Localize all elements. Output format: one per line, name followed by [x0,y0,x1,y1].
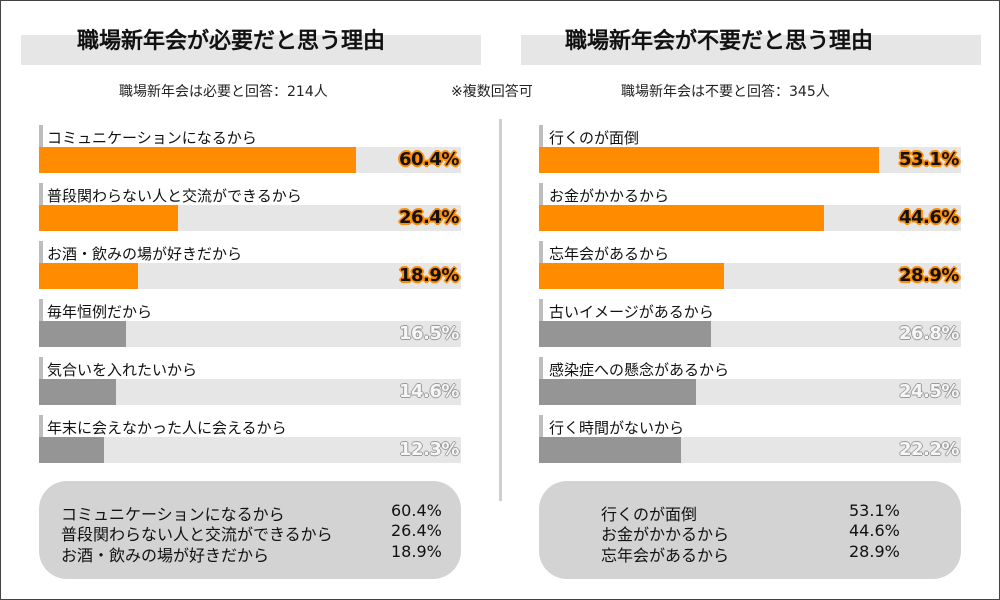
row-marker [39,241,43,263]
left-summary-label: コミュニケーションになるから [61,505,285,524]
bar-value-label: 26.8% [899,323,959,344]
bar-category-label: お金がかかるから [549,187,670,205]
left-summary-value: 60.4% [391,501,442,520]
bar [539,205,824,231]
bar-value-label: 28.9% [899,265,959,286]
bar-value-label: 22.2% [899,439,959,460]
bar-category-label: 年末に会えなかった人に会えるから [47,419,287,437]
bar-category-label: 行く時間がないから [549,419,685,437]
right-chart-title: 職場新年会が不要だと思う理由 [565,29,874,54]
left-summary-label: お酒・飲みの場が好きだから [61,546,270,565]
right-summary-label: 行くのが面倒 [601,505,698,524]
right-summary-value: 44.6% [849,521,900,540]
bar [539,379,696,405]
right-summary-label: お金がかかるから [601,525,730,544]
bar-value-label: 18.9% [399,265,459,286]
bar-category-label: 感染症への懸念があるから [549,361,730,379]
center-divider [499,119,502,501]
right-summary-value: 28.9% [849,542,900,561]
bar-value-label: 12.3% [399,439,459,460]
bar-track [39,437,461,463]
row-marker [539,415,543,437]
left-respondent-count: 職場新年会は必要と回答：214人 [119,84,328,100]
left-summary-box: コミュニケーションになるから 60.4% 普段関わらない人と交流ができるから 2… [39,481,461,579]
bar [39,379,116,405]
bar [539,263,724,289]
right-summary-box: 行くのが面倒 53.1% お金がかかるから 44.6% 忘年会があるから 28.… [539,481,961,579]
bar-category-label: 毎年恒例だから [47,303,153,321]
bar [539,147,879,173]
bar-value-label: 16.5% [399,323,459,344]
row-marker [39,183,43,205]
row-marker [539,183,543,205]
row-marker [39,415,43,437]
row-marker [539,299,543,321]
row-marker [39,357,43,379]
bar-value-label: 24.5% [899,381,959,402]
row-marker [39,299,43,321]
bar-category-label: 忘年会があるから [549,245,670,263]
bar-category-label: 普段関わらない人と交流ができるから [47,187,302,205]
bar-category-label: 行くのが面倒 [549,129,640,147]
bar-category-label: コミュニケーションになるから [47,129,257,147]
bar [539,437,681,463]
left-summary-value: 18.9% [391,542,442,561]
bar [39,263,138,289]
bar [39,205,178,231]
right-summary-label: 忘年会があるから [601,546,730,565]
bar [39,147,356,173]
bar-category-label: 古いイメージがあるから [549,303,714,321]
bar-value-label: 44.6% [899,207,959,228]
bar-value-label: 26.4% [399,207,459,228]
row-marker [539,125,543,147]
left-summary-value: 26.4% [391,521,442,540]
bar [539,321,711,347]
bar-value-label: 14.6% [399,381,459,402]
right-respondent-count: 職場新年会は不要と回答：345人 [621,84,830,100]
row-marker [39,125,43,147]
left-summary-label: 普段関わらない人と交流ができるから [61,525,333,544]
bar-category-label: 気合いを入れたいから [47,361,198,379]
right-title-band [521,35,981,65]
bar [39,321,126,347]
row-marker [539,241,543,263]
bar [39,437,104,463]
left-chart-title: 職場新年会が必要だと思う理由 [77,29,386,54]
right-summary-value: 53.1% [849,501,900,520]
bar-category-label: お酒・飲みの場が好きだから [47,245,243,263]
left-title-band [21,35,481,65]
row-marker [539,357,543,379]
bar-value-label: 60.4% [399,149,459,170]
multiple-answer-note: ※複数回答可 [451,84,533,100]
bar-value-label: 53.1% [899,149,959,170]
